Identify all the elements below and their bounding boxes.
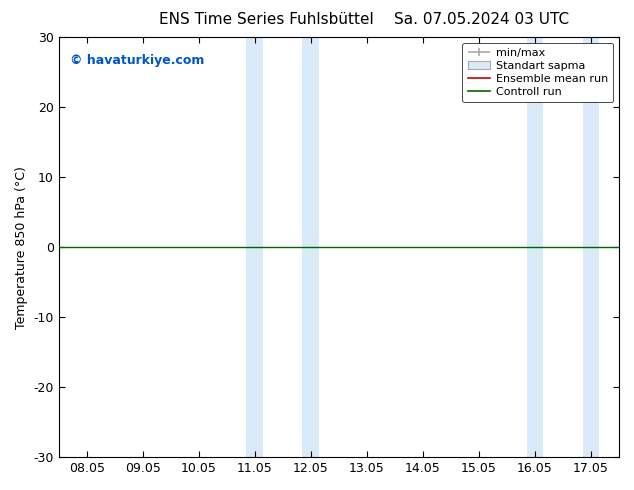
- Legend: min/max, Standart sapma, Ensemble mean run, Controll run: min/max, Standart sapma, Ensemble mean r…: [462, 43, 614, 102]
- Bar: [247, 37, 263, 457]
- Text: ENS Time Series Fuhlsbüttel: ENS Time Series Fuhlsbüttel: [159, 12, 373, 27]
- Text: Sa. 07.05.2024 03 UTC: Sa. 07.05.2024 03 UTC: [394, 12, 569, 27]
- Bar: [583, 37, 599, 457]
- Bar: [302, 37, 320, 457]
- Bar: [527, 37, 543, 457]
- Text: © havaturkiye.com: © havaturkiye.com: [70, 54, 204, 67]
- Y-axis label: Temperature 850 hPa (°C): Temperature 850 hPa (°C): [15, 166, 28, 329]
